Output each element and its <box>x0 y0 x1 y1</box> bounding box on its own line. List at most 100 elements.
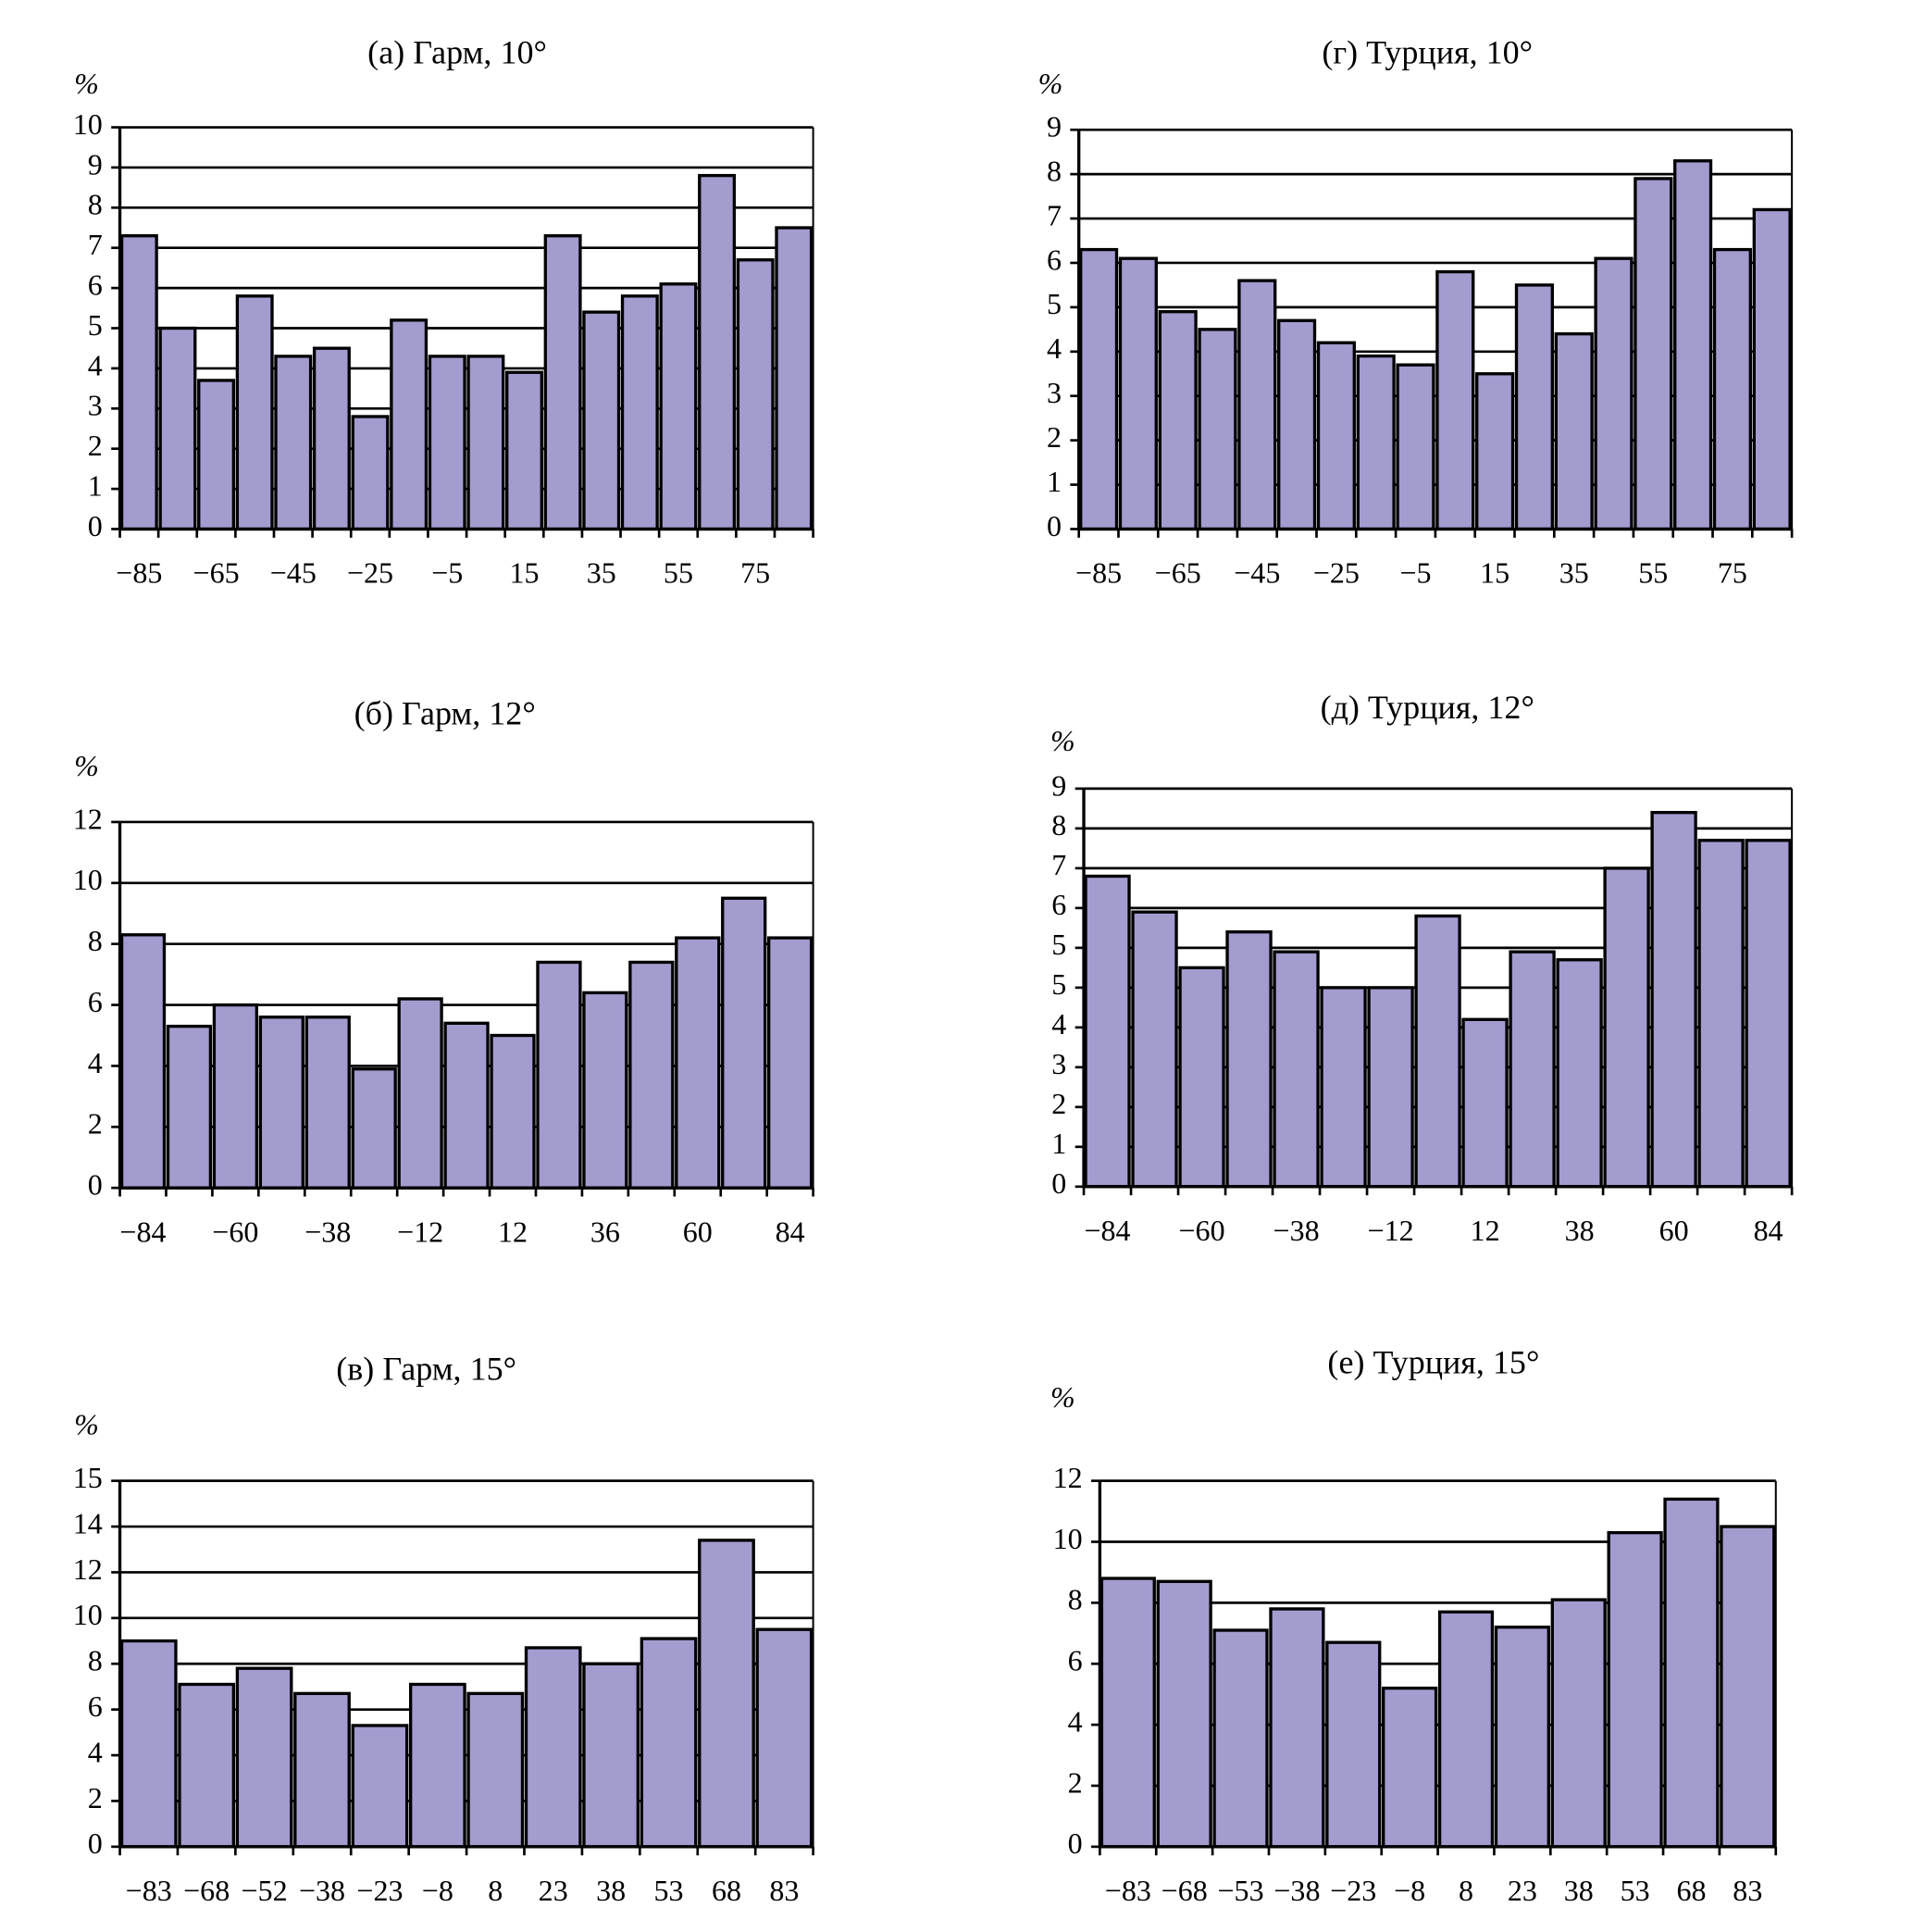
x-tick-label: −85 <box>116 556 162 590</box>
bar <box>235 294 274 531</box>
bar <box>428 355 466 531</box>
bar <box>536 960 582 1190</box>
bar <box>1382 1686 1438 1849</box>
x-tick-label: 38 <box>596 1874 626 1907</box>
x-tick-label: −52 <box>242 1874 288 1907</box>
bar <box>1212 1628 1269 1849</box>
bar <box>490 1033 536 1190</box>
y-tick-label: 3 <box>1047 376 1062 409</box>
bar <box>1325 1640 1382 1849</box>
x-tick-label: −5 <box>1399 556 1431 590</box>
bar <box>235 1666 293 1849</box>
x-tick-label: −83 <box>1105 1874 1151 1907</box>
bar <box>274 355 313 531</box>
x-tick-label: 38 <box>1565 1214 1595 1247</box>
y-tick-label: 6 <box>1068 1644 1083 1677</box>
x-tick-label: 12 <box>498 1215 528 1248</box>
bar <box>721 896 767 1190</box>
x-tick-label: 68 <box>712 1874 741 1907</box>
x-tick-label: 60 <box>1659 1214 1689 1247</box>
x-tick-label: −38 <box>1273 1214 1320 1247</box>
y-tick-label: 1 <box>88 468 103 502</box>
bar <box>351 415 390 531</box>
bar <box>1514 283 1554 531</box>
y-tick-label: 8 <box>88 1644 103 1677</box>
y-axis-label: % <box>1038 67 1063 100</box>
x-tick-label: −12 <box>1368 1214 1414 1247</box>
bar <box>1550 1598 1607 1849</box>
x-tick-label: 35 <box>587 556 616 590</box>
bar <box>212 1003 259 1190</box>
chart-title: (д) Турция, 12° <box>1321 689 1534 726</box>
bar <box>1607 1530 1663 1849</box>
y-tick-label: 0 <box>88 1826 103 1860</box>
x-tick-label: −83 <box>126 1874 172 1907</box>
y-tick-label: 2 <box>1068 1765 1083 1799</box>
x-tick-label: −68 <box>183 1874 230 1907</box>
bar <box>1712 247 1752 531</box>
y-tick-label: 4 <box>88 348 103 381</box>
x-tick-label: 60 <box>683 1215 713 1248</box>
bar <box>258 1016 304 1190</box>
x-tick-label: −65 <box>193 556 240 590</box>
y-tick-label: 0 <box>88 509 103 542</box>
bar <box>675 936 721 1190</box>
y-tick-label: 6 <box>1051 888 1066 921</box>
x-tick-label: 55 <box>1638 556 1668 590</box>
x-tick-label: −25 <box>347 556 393 590</box>
bar <box>293 1691 351 1849</box>
bar <box>1158 310 1198 531</box>
bar <box>178 1682 236 1849</box>
bar <box>1509 950 1556 1189</box>
y-tick-label: 4 <box>1047 331 1062 365</box>
x-tick-label: 23 <box>539 1874 568 1907</box>
bar <box>119 1639 178 1849</box>
bar <box>1225 930 1273 1189</box>
bar <box>582 310 621 531</box>
x-tick-label: 8 <box>1459 1874 1473 1907</box>
y-tick-label: 8 <box>1047 154 1062 187</box>
bar <box>304 1016 351 1190</box>
y-tick-label: 0 <box>1051 1166 1066 1200</box>
x-tick-label: 68 <box>1676 1874 1706 1907</box>
y-tick-label: 6 <box>88 1689 103 1723</box>
bar <box>397 997 443 1190</box>
bar <box>1414 914 1461 1189</box>
bar <box>1494 1626 1550 1849</box>
bar <box>119 234 158 531</box>
y-tick-label: 2 <box>88 429 103 462</box>
chart-title: (а) Гарм, 10° <box>367 33 547 70</box>
bar <box>1320 986 1367 1189</box>
bar <box>1273 950 1320 1189</box>
y-tick-label: 8 <box>1051 808 1066 841</box>
bar <box>698 1539 755 1849</box>
bar <box>1461 1017 1509 1189</box>
bar <box>1650 811 1697 1189</box>
x-tick-label: −84 <box>119 1215 166 1248</box>
x-tick-label: 12 <box>1471 1214 1500 1247</box>
y-tick-label: 10 <box>73 863 103 896</box>
bar <box>197 379 236 531</box>
chart-title: (б) Гарм, 12° <box>354 695 536 732</box>
y-tick-label: 6 <box>1047 243 1062 276</box>
bar <box>1396 363 1435 531</box>
bar <box>351 1724 409 1849</box>
y-tick-label: 15 <box>73 1461 103 1494</box>
bar <box>736 258 775 531</box>
x-tick-label: 83 <box>769 1874 799 1907</box>
bar <box>312 346 351 531</box>
x-tick-label: 75 <box>1718 556 1747 590</box>
bar <box>1178 966 1225 1189</box>
bar <box>443 1021 490 1190</box>
bar <box>505 370 543 531</box>
x-tick-label: −68 <box>1161 1874 1208 1907</box>
y-axis-label: % <box>1050 724 1075 757</box>
bar <box>659 282 698 531</box>
bar <box>640 1637 698 1849</box>
x-tick-label: −84 <box>1084 1214 1130 1247</box>
chart-title: (г) Турция, 10° <box>1322 33 1533 70</box>
bar <box>1475 372 1515 531</box>
bar <box>1198 328 1237 531</box>
bar <box>1745 839 1792 1189</box>
